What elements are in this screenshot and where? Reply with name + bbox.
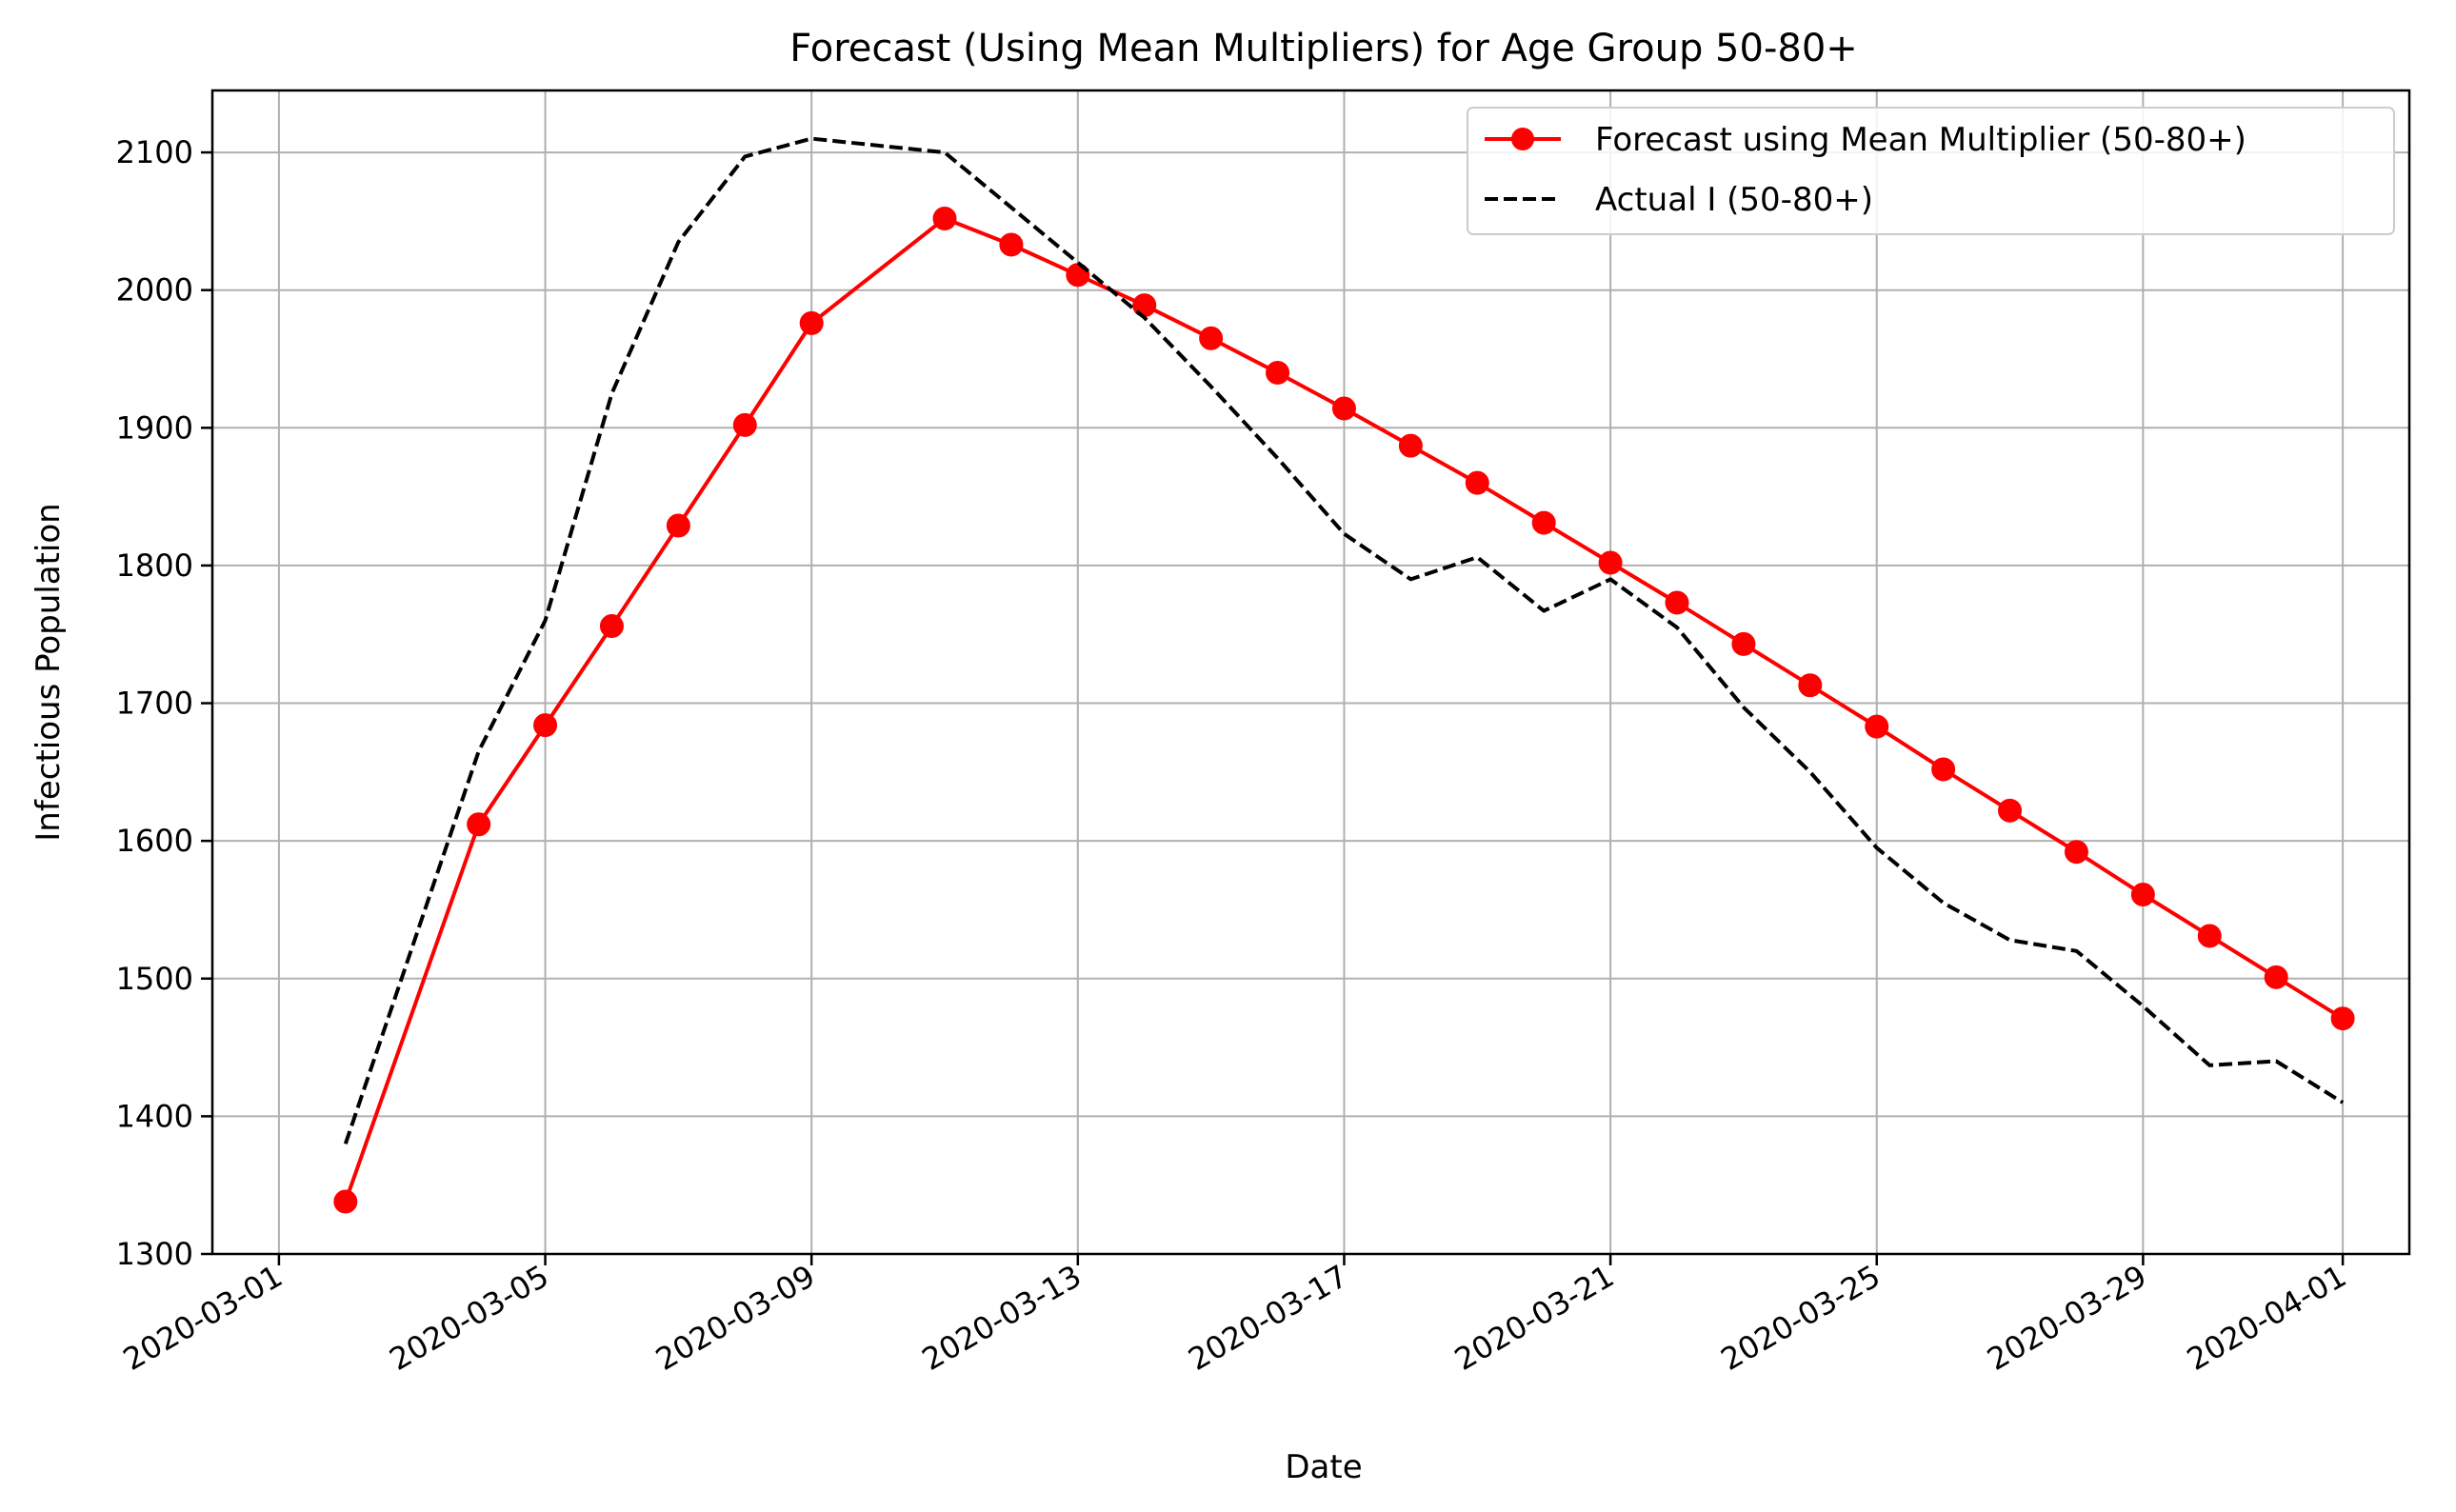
tick-layer: 2020-03-01 2020-03-05 2020-03-09 2020-03-13… — [116, 134, 2353, 1378]
data-point — [1465, 470, 1489, 495]
data-point — [2064, 840, 2088, 865]
legend-box — [1467, 107, 2395, 235]
data-point — [2264, 965, 2288, 989]
data-point — [1531, 510, 1556, 535]
legend-label-1: Actual I (50-80+) — [1595, 181, 1873, 219]
data-point — [1598, 550, 1623, 575]
series-line-1 — [343, 136, 2345, 1144]
y-tick-label: 1500 — [116, 961, 193, 997]
x-tick-label: 2020-03-05 — [383, 1258, 554, 1378]
data-point — [1331, 396, 1356, 421]
x-tick-label: 2020-03-13 — [916, 1258, 1088, 1378]
plot-frame — [210, 89, 2411, 1256]
y-tick-label: 1600 — [116, 823, 193, 859]
legend-marker-0 — [1511, 128, 1534, 150]
data-point — [1998, 798, 2023, 823]
data-point — [1865, 714, 1889, 739]
grid-layer — [212, 90, 2409, 1255]
data-point — [1266, 360, 1290, 385]
data-point — [799, 310, 824, 335]
data-point — [732, 412, 757, 437]
chart-title: Forecast (Using Mean Multipliers) for Ag… — [789, 27, 1858, 70]
data-point — [1798, 673, 1823, 698]
data-point — [1199, 326, 1224, 350]
x-tick-label: 2020-03-09 — [649, 1258, 821, 1378]
x-axis-label: Date — [1285, 1448, 1362, 1486]
data-point — [533, 713, 558, 738]
data-point — [2197, 924, 2222, 948]
data-point — [1398, 433, 1423, 458]
y-tick-label: 1800 — [116, 547, 193, 584]
data-point — [467, 812, 491, 837]
x-tick-label: 2020-03-21 — [1448, 1258, 1620, 1378]
data-point — [932, 206, 957, 230]
y-tick-label: 2100 — [116, 134, 193, 170]
legend-label-0: Forecast using Mean Multiplier (50-80+) — [1595, 121, 2246, 159]
x-tick-label: 2020-03-25 — [1715, 1258, 1887, 1378]
legend: Forecast using Mean Multiplier (50-80+) A… — [1467, 107, 2395, 235]
data-point — [666, 513, 690, 538]
y-tick-label: 1700 — [116, 686, 193, 722]
y-axis-label: Infectious Population — [30, 503, 68, 841]
series-layer — [333, 136, 2355, 1214]
data-point — [1665, 590, 1689, 615]
data-point — [1931, 757, 1956, 782]
x-tick-label: 2020-04-01 — [2181, 1258, 2352, 1378]
x-tick-label: 2020-03-29 — [1981, 1258, 2152, 1378]
data-point — [599, 614, 624, 639]
data-point — [2330, 1006, 2355, 1031]
y-tick-label: 1300 — [116, 1236, 193, 1272]
x-tick-label: 2020-03-17 — [1182, 1258, 1353, 1378]
x-tick-label: 2020-03-01 — [117, 1258, 289, 1378]
y-tick-label: 2000 — [116, 272, 193, 308]
data-point — [999, 232, 1024, 257]
y-tick-label: 1900 — [116, 409, 193, 446]
y-tick-label: 1400 — [116, 1098, 193, 1134]
data-point — [333, 1189, 358, 1214]
data-point — [2130, 883, 2155, 907]
data-point — [1731, 631, 1756, 656]
